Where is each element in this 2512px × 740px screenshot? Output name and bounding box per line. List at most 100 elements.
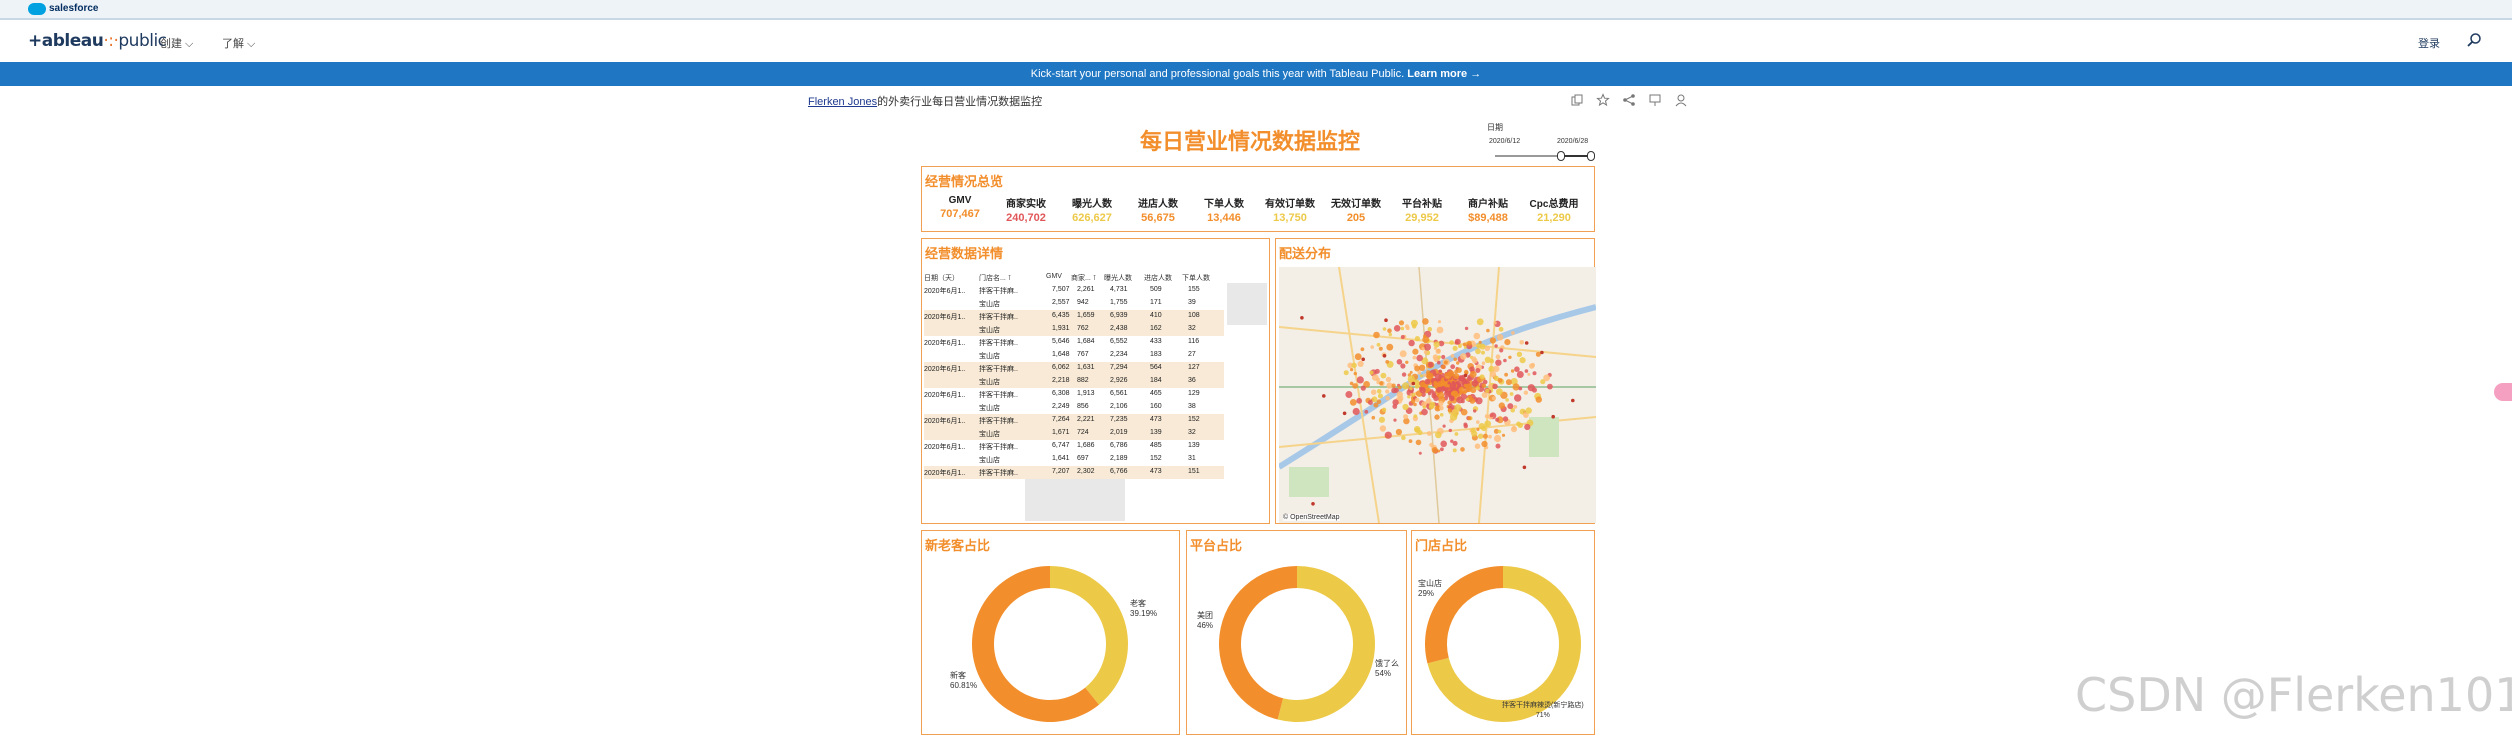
- delivery-dot: [1551, 414, 1555, 419]
- platform-donut[interactable]: [1187, 559, 1406, 734]
- delivery-dot: [1503, 358, 1507, 363]
- overview-panel: 经营情况总览 GMV 707,467 商家实收 240,702 曝光人数 626,627 进…: [921, 166, 1595, 232]
- delivery-dot: [1364, 409, 1369, 414]
- delivery-dot: [1385, 396, 1390, 401]
- table-row[interactable]: 2020年6月1.. 拌客干拌麻.. 6,308 1,913 6,561 465 129: [924, 388, 1224, 401]
- delivery-dot: [1493, 365, 1500, 372]
- table-row[interactable]: 宝山店 1,931 762 2,438 162 32: [924, 323, 1224, 336]
- column-header[interactable]: 商家... ⊺: [1071, 275, 1097, 282]
- delivery-dot: [1429, 442, 1434, 447]
- donut-slice[interactable]: [1050, 566, 1128, 705]
- table-cell: 2,189: [1110, 455, 1128, 462]
- delivery-dot: [1354, 353, 1362, 361]
- table-row[interactable]: 2020年6月1.. 拌客干拌麻.. 7,207 2,302 6,766 473 151: [924, 466, 1224, 479]
- delivery-dot: [1409, 370, 1413, 374]
- table-cell: 6,308: [1052, 390, 1070, 397]
- table-row[interactable]: 2020年6月1.. 拌客干拌麻.. 6,747 1,686 6,786 485 139: [924, 440, 1224, 453]
- table-row[interactable]: 宝山店 1,671 724 2,019 139 32: [924, 427, 1224, 440]
- new-customer-pct: 60.81%: [950, 681, 978, 690]
- delivery-dot: [1498, 402, 1505, 409]
- platform-title: 平台占比: [1190, 539, 1243, 554]
- delivery-dot: [1420, 381, 1426, 387]
- table-row[interactable]: 宝山店 1,641 697 2,189 152 31: [924, 453, 1224, 466]
- nav-create[interactable]: 创建 ⌵: [160, 38, 194, 50]
- nav-learn[interactable]: 了解 ⌵: [222, 38, 256, 50]
- table-cell: 32: [1188, 325, 1196, 332]
- table-row[interactable]: 2020年6月1.. 拌客干拌麻.. 5,646 1,684 6,552 433 116: [924, 336, 1224, 349]
- detail-panel: 经营数据详情 日期（天） 门店名... ⊺ GMV 商家... ⊺ 曝光人数 进店人数 下单…: [921, 238, 1270, 524]
- delivery-dot: [1360, 347, 1365, 352]
- share-icon[interactable]: [1622, 93, 1636, 107]
- logo-dots-icon: ·:·: [103, 31, 119, 51]
- delivery-dot: [1361, 357, 1365, 362]
- delivery-dot: [1473, 332, 1481, 340]
- kpi-value: 240,702: [1006, 212, 1046, 224]
- copy-icon[interactable]: [1570, 93, 1584, 107]
- delivery-dot: [1382, 354, 1387, 358]
- column-header[interactable]: 下单人数: [1182, 275, 1210, 282]
- delivery-dot: [1504, 339, 1511, 346]
- delivery-dot: [1401, 435, 1406, 441]
- delivery-dot: [1484, 420, 1492, 428]
- table-row[interactable]: 2020年6月1.. 拌客干拌麻.. 7,507 2,261 4,731 509 155: [924, 284, 1224, 297]
- column-header[interactable]: 日期（天）: [924, 275, 959, 282]
- delivery-dot: [1403, 414, 1409, 420]
- donut-slice[interactable]: [972, 566, 1099, 722]
- table-row[interactable]: 宝山店 2,218 882 2,926 184 36: [924, 375, 1224, 388]
- side-chat-bubble[interactable]: [2494, 383, 2512, 401]
- search-icon[interactable]: [2466, 32, 2482, 48]
- date-slider-track[interactable]: [1495, 155, 1591, 157]
- table-cell: 6,561: [1110, 390, 1128, 397]
- delivery-dot: [1404, 324, 1410, 329]
- donut-slice[interactable]: [1219, 566, 1297, 720]
- tableau-public-logo[interactable]: +ableau·:·public: [28, 31, 167, 51]
- new-old-title: 新老客占比: [925, 539, 991, 554]
- table-row[interactable]: 宝山店 2,557 942 1,755 171 39: [924, 297, 1224, 310]
- delivery-dot: [1514, 366, 1520, 372]
- delivery-dot: [1454, 432, 1459, 436]
- delivery-dot: [1476, 420, 1480, 424]
- signin-link[interactable]: 登录: [2418, 38, 2440, 50]
- table-cell: 152: [1188, 416, 1200, 423]
- new-old-donut[interactable]: [922, 559, 1179, 734]
- table-cell: 139: [1150, 429, 1162, 436]
- date-slider-end-handle[interactable]: [1587, 151, 1595, 161]
- table-row[interactable]: 2020年6月1.. 拌客干拌麻.. 7,264 2,221 7,235 473 152: [924, 414, 1224, 427]
- delivery-dot: [1464, 326, 1469, 331]
- delivery-dot: [1427, 391, 1432, 396]
- kpi-label: 下单人数: [1204, 199, 1244, 210]
- user-icon[interactable]: [1674, 93, 1688, 107]
- table-row[interactable]: 2020年6月1.. 拌客干拌麻.. 6,435 1,659 6,939 410 108: [924, 310, 1224, 323]
- table-cell: 拌客干拌麻..: [979, 366, 1018, 373]
- delivery-dot: [1493, 375, 1499, 381]
- favorite-star-icon[interactable]: [1596, 93, 1610, 107]
- detail-table[interactable]: 日期（天） 门店名... ⊺ GMV 商家... ⊺ 曝光人数 进店人数 下单人数 2020年…: [924, 271, 1224, 479]
- column-header[interactable]: 门店名... ⊺: [979, 275, 1012, 282]
- delivery-dot: [1462, 342, 1467, 347]
- store-donut[interactable]: [1412, 559, 1594, 734]
- delivery-map[interactable]: © OpenStreetMap: [1279, 267, 1596, 523]
- column-header[interactable]: 进店人数: [1144, 275, 1172, 282]
- table-row[interactable]: 2020年6月1.. 拌客干拌麻.. 6,062 1,631 7,294 564 127: [924, 362, 1224, 375]
- column-header[interactable]: GMV: [1046, 273, 1062, 280]
- learn-more-link[interactable]: Learn more →: [1407, 68, 1482, 80]
- author-link[interactable]: Flerken Jones: [808, 96, 878, 108]
- table-row[interactable]: 宝山店 2,249 856 2,106 160 38: [924, 401, 1224, 414]
- salesforce-logo[interactable]: salesforce: [28, 2, 98, 15]
- donut-slice[interactable]: [1425, 566, 1503, 664]
- delivery-dot: [1423, 350, 1428, 354]
- table-row[interactable]: 宝山店 1,648 767 2,234 183 27: [924, 349, 1224, 362]
- delivery-dot: [1373, 331, 1380, 339]
- delivery-dot: [1434, 373, 1442, 381]
- delivery-dot: [1437, 449, 1441, 453]
- delivery-dot: [1349, 399, 1357, 406]
- column-header[interactable]: 曝光人数: [1104, 275, 1132, 282]
- date-slider-start-handle[interactable]: [1557, 151, 1565, 161]
- delivery-dot: [1391, 387, 1397, 394]
- delivery-dot: [1496, 388, 1503, 396]
- delivery-dot: [1439, 413, 1444, 417]
- delivery-dot: [1415, 439, 1422, 446]
- download-icon[interactable]: [1648, 93, 1662, 107]
- donut-slice[interactable]: [1277, 566, 1375, 722]
- delivery-dot: [1377, 393, 1383, 399]
